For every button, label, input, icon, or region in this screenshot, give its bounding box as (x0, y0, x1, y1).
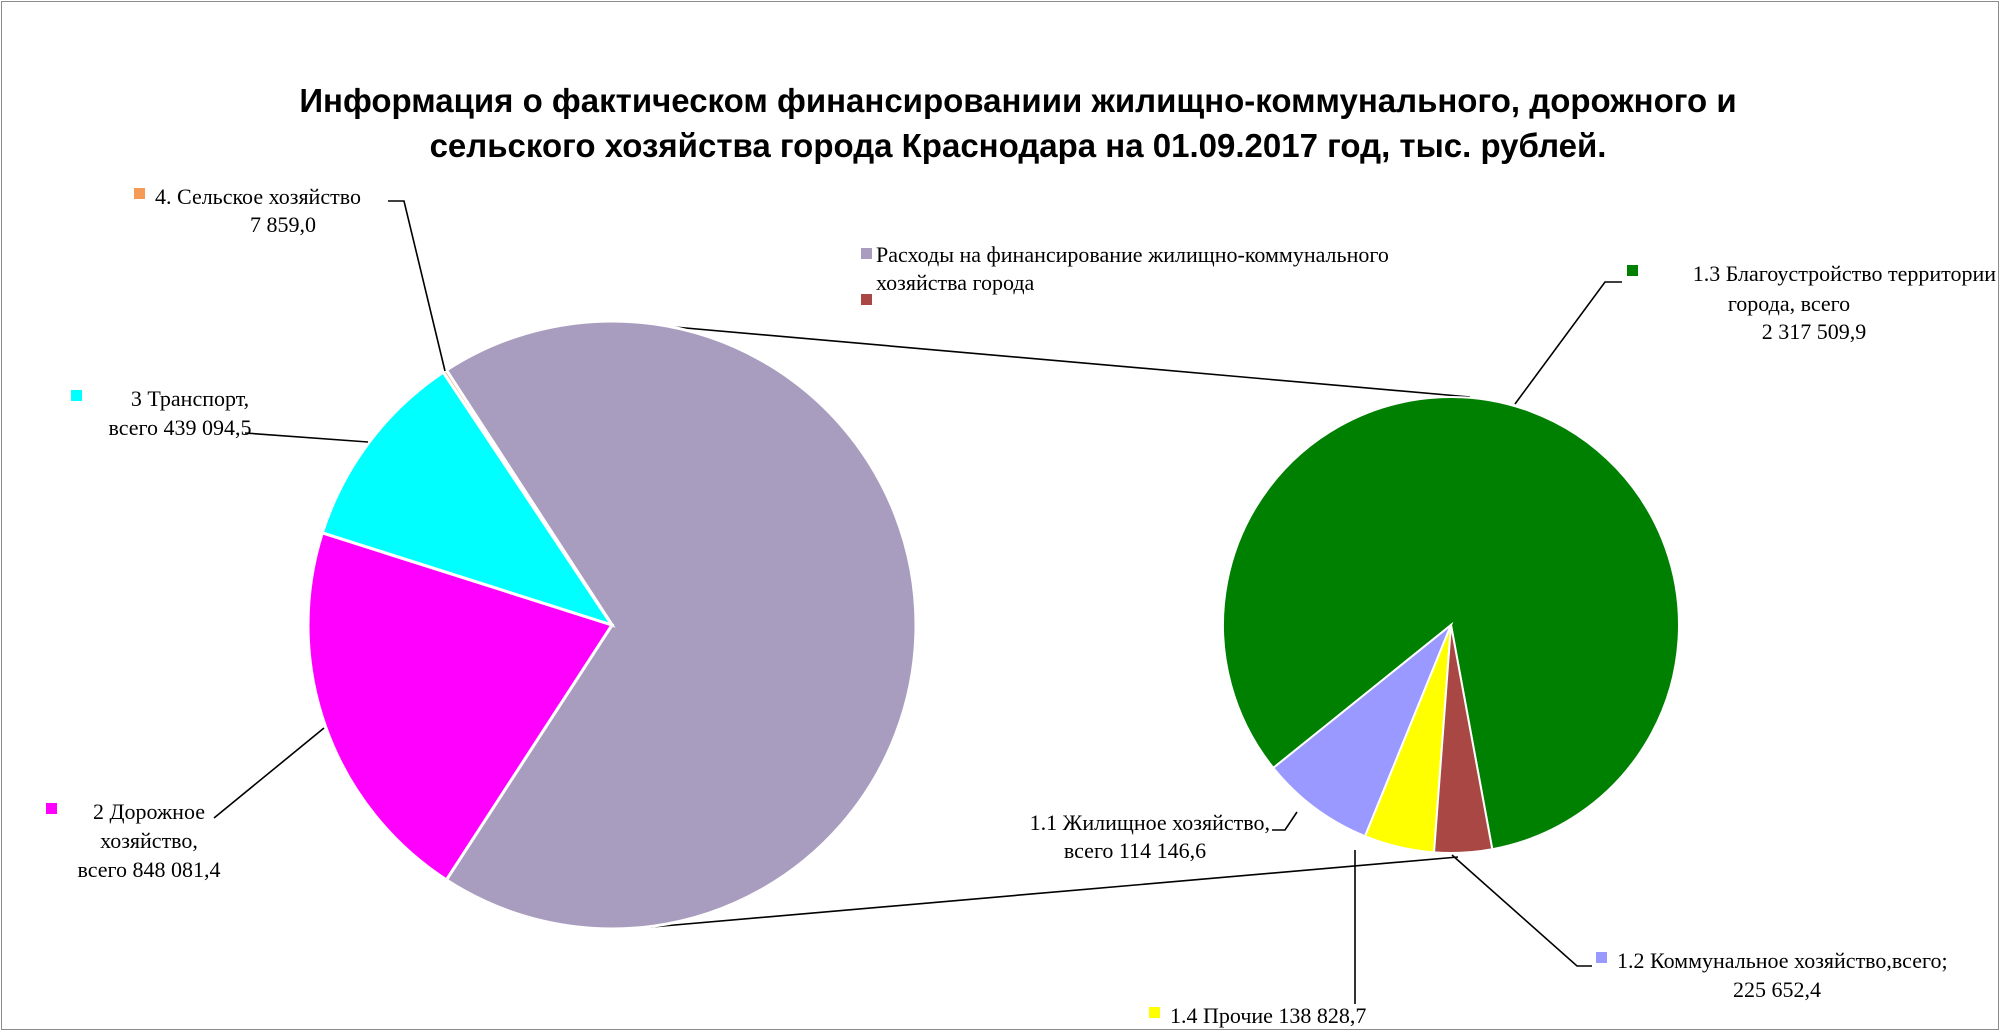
connector-line-top (639, 323, 1471, 398)
label-swatch-agri (134, 188, 145, 199)
label-swatch-other (1149, 1007, 1160, 1018)
legend-label-housing-total: Расходы на финансирование жилищно-коммун… (876, 242, 1389, 267)
label-housing-line-2: всего 114 146,6 (1064, 838, 1206, 863)
chart-title-line-1: Информация о фактическом финансированиии… (299, 82, 1736, 119)
label-swatch-road (46, 803, 57, 814)
label-agri-line-2: 7 859,0 (250, 212, 316, 237)
chart-title-line-2: сельского хозяйства города Краснодара на… (430, 127, 1607, 164)
leader-lines (213, 200, 1622, 1004)
leader-agri (388, 200, 446, 372)
label-swatch-improvement (1627, 265, 1638, 276)
legend-swatch-second (861, 294, 872, 305)
label-road-line-2: хозяйство, (100, 828, 198, 853)
label-swatch-communal (1596, 952, 1607, 963)
main-pie (306, 319, 918, 931)
data-labels: 4. Сельское хозяйство 7 859,0 3 Транспор… (46, 184, 1996, 1028)
connector-line-bottom (639, 856, 1459, 929)
label-other-line-1: 1.4 Прочие 138 828,7 (1170, 1003, 1366, 1028)
label-improvement-line-3: 2 317 509,9 (1762, 319, 1867, 344)
main-pie-slice-transport (320, 370, 616, 628)
label-communal-line-2: 225 652,4 (1733, 977, 1821, 1002)
main-pie-slice-housing_total (444, 319, 918, 931)
connector-lines (639, 323, 1471, 929)
label-road-line-1: 2 Дорожное (93, 799, 205, 824)
legend-label-housing-total-line-2: хозяйства города (876, 270, 1035, 295)
label-road-line-3: всего 848 081,4 (77, 857, 220, 882)
secondary-pie-slice-communal (1271, 621, 1454, 838)
leader-housing (1272, 811, 1298, 831)
secondary-pie-slice-housing (1432, 624, 1494, 854)
main-pie-slice-agri (441, 368, 614, 626)
leader-transport (244, 432, 369, 443)
chart-title: Информация о фактическом финансированиии… (299, 82, 1736, 164)
label-communal-line-1: 1.2 Коммунальное хозяйство,всего; (1617, 948, 1948, 973)
label-transport-line-1: 3 Транспорт, (131, 386, 249, 411)
legend: Расходы на финансирование жилищно-коммун… (861, 242, 1389, 305)
leader-communal (1451, 854, 1592, 967)
label-housing-line-1: 1.1 Жилищное хозяйство, (1030, 810, 1270, 835)
main-pie-slice-road (306, 530, 615, 882)
label-agri-line-1: 4. Сельское хозяйство (155, 184, 361, 209)
secondary-pie-slice-improvement (1222, 395, 1680, 851)
label-swatch-transport (71, 390, 82, 401)
label-transport-line-2: всего 439 094,5 (108, 415, 251, 440)
leader-improvement (1514, 281, 1622, 405)
label-improvement-line-2: города, всего (1728, 291, 1850, 316)
legend-swatch-housing-total (861, 248, 872, 259)
label-improvement-line-1: 1.3 Благоустройство территории (1693, 261, 1997, 286)
secondary-pie (1222, 395, 1680, 854)
leader-road (213, 727, 325, 819)
